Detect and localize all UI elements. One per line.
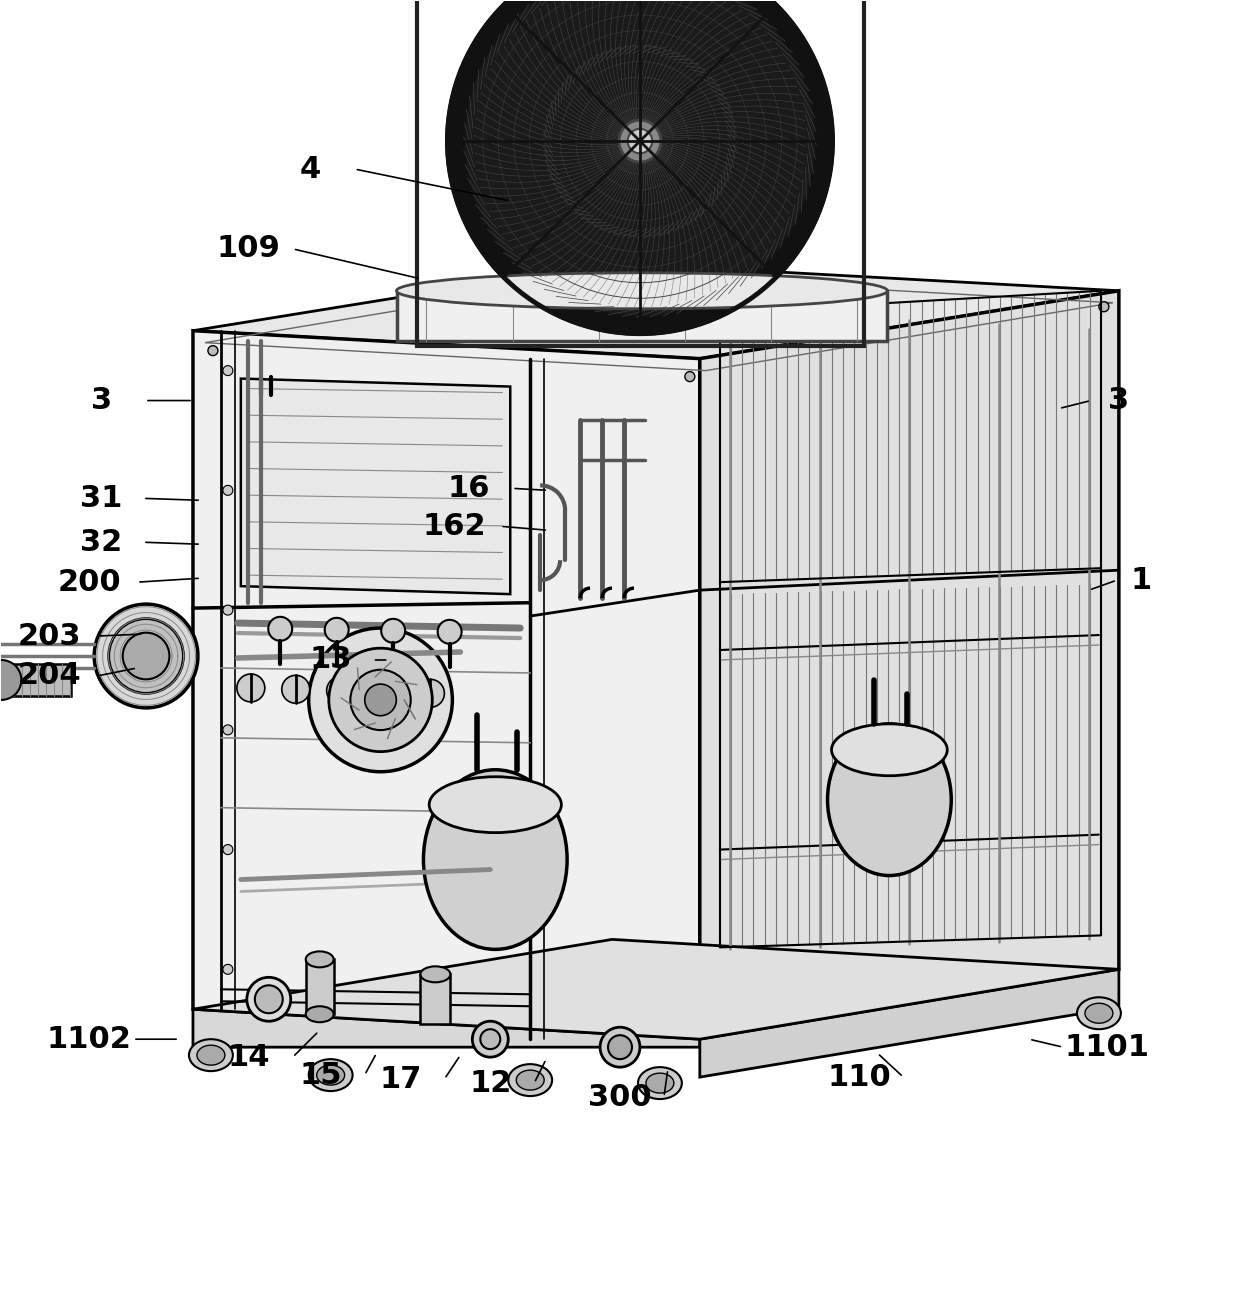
Ellipse shape bbox=[516, 1071, 544, 1090]
Ellipse shape bbox=[316, 1065, 345, 1085]
Text: 13: 13 bbox=[310, 646, 352, 674]
Circle shape bbox=[627, 129, 652, 154]
Text: 16: 16 bbox=[448, 474, 490, 502]
Ellipse shape bbox=[508, 1064, 552, 1096]
Circle shape bbox=[326, 677, 355, 705]
Bar bbox=[420, 975, 450, 1025]
Text: 3: 3 bbox=[1109, 386, 1130, 415]
Circle shape bbox=[223, 964, 233, 975]
Ellipse shape bbox=[420, 967, 450, 983]
Ellipse shape bbox=[188, 1039, 233, 1071]
Text: 204: 204 bbox=[17, 661, 81, 690]
Circle shape bbox=[223, 724, 233, 735]
Ellipse shape bbox=[197, 1046, 224, 1065]
Text: 1101: 1101 bbox=[1064, 1033, 1149, 1061]
Ellipse shape bbox=[309, 1059, 352, 1092]
Circle shape bbox=[223, 605, 233, 615]
Text: 12: 12 bbox=[469, 1068, 511, 1098]
Text: 162: 162 bbox=[423, 512, 486, 541]
Ellipse shape bbox=[306, 951, 334, 967]
Circle shape bbox=[281, 676, 310, 703]
Circle shape bbox=[372, 678, 399, 706]
Ellipse shape bbox=[429, 777, 562, 833]
Circle shape bbox=[608, 1035, 632, 1059]
Circle shape bbox=[1099, 302, 1109, 312]
Circle shape bbox=[480, 1029, 500, 1050]
Circle shape bbox=[417, 680, 444, 707]
Text: 3: 3 bbox=[91, 386, 112, 415]
Polygon shape bbox=[193, 262, 1118, 358]
Circle shape bbox=[237, 674, 265, 702]
Ellipse shape bbox=[637, 1067, 682, 1099]
Text: 15: 15 bbox=[299, 1060, 342, 1089]
Circle shape bbox=[94, 604, 198, 708]
Polygon shape bbox=[241, 379, 510, 594]
Text: 300: 300 bbox=[588, 1082, 652, 1111]
Circle shape bbox=[615, 276, 625, 286]
Text: 31: 31 bbox=[79, 484, 123, 513]
Ellipse shape bbox=[423, 770, 567, 950]
Circle shape bbox=[329, 648, 433, 752]
Circle shape bbox=[309, 628, 453, 771]
Ellipse shape bbox=[306, 1006, 334, 1022]
Circle shape bbox=[465, 0, 815, 316]
Ellipse shape bbox=[1078, 997, 1121, 1029]
Circle shape bbox=[351, 669, 410, 729]
Polygon shape bbox=[699, 970, 1118, 1077]
Ellipse shape bbox=[832, 724, 947, 775]
Ellipse shape bbox=[827, 724, 951, 875]
Polygon shape bbox=[193, 331, 699, 1039]
Text: 1: 1 bbox=[1130, 565, 1152, 594]
Text: 203: 203 bbox=[17, 622, 81, 651]
Circle shape bbox=[223, 485, 233, 496]
Circle shape bbox=[0, 660, 21, 699]
Text: 109: 109 bbox=[217, 235, 280, 264]
Circle shape bbox=[472, 1021, 508, 1057]
Circle shape bbox=[268, 617, 293, 640]
Polygon shape bbox=[397, 291, 888, 341]
Text: 110: 110 bbox=[827, 1063, 892, 1092]
Text: 1102: 1102 bbox=[47, 1025, 131, 1054]
Circle shape bbox=[325, 618, 348, 642]
Circle shape bbox=[223, 366, 233, 375]
Polygon shape bbox=[193, 1009, 699, 1047]
Circle shape bbox=[448, 0, 832, 333]
Circle shape bbox=[381, 619, 405, 643]
Circle shape bbox=[684, 371, 694, 382]
Circle shape bbox=[223, 845, 233, 854]
Circle shape bbox=[247, 977, 290, 1021]
Text: 17: 17 bbox=[379, 1064, 422, 1094]
Polygon shape bbox=[699, 291, 1118, 1039]
Polygon shape bbox=[193, 939, 1118, 1039]
Text: 200: 200 bbox=[57, 568, 122, 597]
Circle shape bbox=[208, 345, 218, 356]
Text: 4: 4 bbox=[300, 155, 321, 184]
Circle shape bbox=[619, 121, 661, 163]
Text: 32: 32 bbox=[81, 527, 123, 556]
Ellipse shape bbox=[397, 273, 888, 308]
Bar bbox=[306, 959, 334, 1014]
Bar bbox=[1, 664, 71, 695]
Circle shape bbox=[254, 985, 283, 1013]
Circle shape bbox=[123, 632, 170, 680]
Circle shape bbox=[600, 1027, 640, 1067]
Circle shape bbox=[109, 619, 184, 693]
Ellipse shape bbox=[1085, 1004, 1112, 1023]
Circle shape bbox=[438, 619, 461, 644]
Text: 14: 14 bbox=[228, 1043, 270, 1072]
Ellipse shape bbox=[646, 1073, 673, 1093]
Circle shape bbox=[365, 684, 397, 716]
